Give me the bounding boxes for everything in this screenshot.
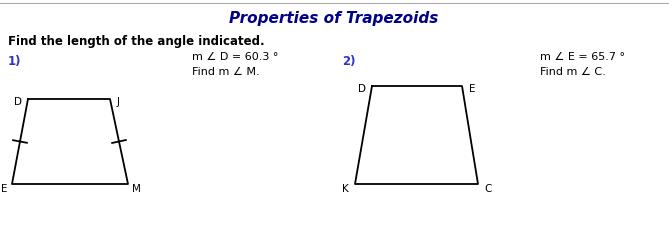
Text: K: K (342, 183, 349, 193)
Text: Find the length of the angle indicated.: Find the length of the angle indicated. (8, 35, 265, 48)
Text: C: C (484, 183, 492, 193)
Text: E: E (1, 183, 7, 193)
Text: E: E (469, 84, 475, 94)
Text: m ∠ D = 60.3 °: m ∠ D = 60.3 ° (192, 52, 278, 62)
Text: m ∠ E = 65.7 °: m ∠ E = 65.7 ° (540, 52, 625, 62)
Text: D: D (14, 97, 22, 106)
Text: M: M (132, 183, 140, 193)
Text: Properties of Trapezoids: Properties of Trapezoids (229, 10, 439, 25)
Text: 1): 1) (8, 55, 21, 68)
Text: D: D (358, 84, 366, 94)
Text: 2): 2) (342, 55, 355, 68)
Text: Find m ∠ M.: Find m ∠ M. (192, 67, 260, 77)
Text: Find m ∠ C.: Find m ∠ C. (540, 67, 605, 77)
Text: J: J (116, 97, 120, 106)
